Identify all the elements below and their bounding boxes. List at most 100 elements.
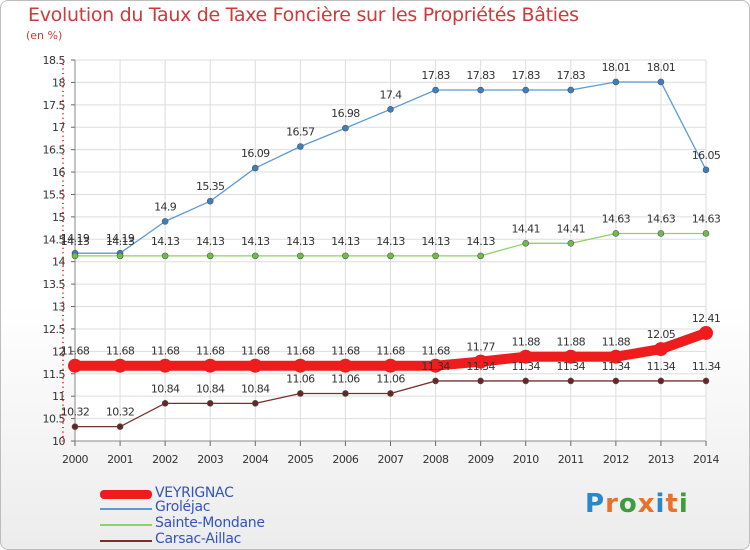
data-label-sainte-mondane: 14.13 — [196, 235, 225, 248]
data-point-grol-jac — [657, 78, 665, 86]
x-tick-label: 2007 — [378, 453, 404, 466]
data-point-sainte-mondane — [342, 252, 349, 260]
data-point-grol-jac — [251, 164, 259, 172]
data-label-sainte-mondane: 14.41 — [511, 222, 540, 235]
data-label-sainte-mondane: 14.63 — [647, 212, 676, 225]
data-point-carsac-aillac — [657, 377, 665, 385]
data-point-sainte-mondane — [161, 252, 169, 260]
x-tick-label: 2003 — [197, 453, 223, 466]
data-point-veyrignac — [428, 358, 443, 373]
data-label-veyrignac: 11.88 — [511, 336, 540, 349]
data-label-grol-jac: 15.35 — [196, 180, 225, 193]
data-point-carsac-aillac — [342, 390, 349, 397]
legend-swatch-sainte-mondane — [100, 524, 152, 526]
data-label-grol-jac: 14.9 — [154, 200, 177, 213]
data-point-grol-jac — [702, 166, 710, 174]
data-label-grol-jac: 17.83 — [421, 69, 450, 82]
data-label-grol-jac: 18.01 — [602, 61, 631, 74]
proxiti-logo: Proxiti — [585, 489, 689, 519]
data-point-veyrignac — [158, 358, 173, 373]
data-label-carsac-aillac: 10.84 — [241, 382, 270, 395]
data-label-sainte-mondane: 14.13 — [376, 235, 405, 248]
y-tick-label: 10 — [52, 435, 65, 448]
data-label-grol-jac: 16.57 — [286, 126, 315, 139]
y-tick-label: 17.5 — [43, 99, 66, 112]
data-label-carsac-aillac: 10.32 — [61, 406, 90, 419]
data-point-carsac-aillac — [567, 377, 575, 385]
logo-letter: o — [618, 489, 638, 519]
data-point-carsac-aillac — [432, 377, 439, 385]
data-label-sainte-mondane: 14.13 — [61, 235, 90, 248]
y-tick-label: 13.5 — [43, 278, 66, 291]
legend-swatch-grolejac — [100, 508, 152, 510]
chart-title: Evolution du Taux de Taxe Foncière sur l… — [28, 4, 579, 26]
data-point-carsac-aillac — [251, 400, 259, 407]
data-label-grol-jac: 16.05 — [692, 149, 721, 162]
data-label-carsac-aillac: 11.34 — [692, 360, 721, 373]
data-label-carsac-aillac: 11.06 — [331, 372, 360, 385]
data-point-veyrignac — [699, 325, 713, 340]
data-point-sainte-mondane — [432, 252, 439, 260]
data-label-sainte-mondane: 14.13 — [106, 235, 135, 248]
legend-label-carsac-aillac: Carsac-Aillac — [155, 531, 242, 547]
y-tick-label: 12.5 — [43, 323, 66, 336]
y-tick-label: 16.5 — [43, 144, 66, 157]
chart-subtitle: (en %) — [26, 29, 63, 42]
data-label-veyrignac: 11.68 — [196, 345, 225, 358]
data-label-grol-jac: 17.83 — [511, 69, 540, 82]
data-point-sainte-mondane — [297, 252, 304, 260]
data-point-grol-jac — [297, 143, 304, 150]
data-label-grol-jac: 16.98 — [331, 107, 360, 120]
data-point-grol-jac — [206, 197, 214, 205]
data-label-veyrignac: 11.68 — [331, 345, 360, 358]
data-point-grol-jac — [522, 86, 530, 94]
data-label-carsac-aillac: 10.32 — [106, 406, 135, 419]
data-label-sainte-mondane: 14.63 — [602, 212, 631, 225]
data-point-grol-jac — [567, 86, 575, 94]
data-label-sainte-mondane: 14.41 — [557, 222, 586, 235]
data-label-veyrignac: 11.68 — [241, 345, 270, 358]
data-label-grol-jac: 14.19 — [106, 232, 135, 245]
y-tick-label: 18.5 — [43, 54, 66, 67]
data-label-grol-jac: 16.09 — [241, 147, 270, 160]
x-tick-label: 2013 — [648, 453, 674, 466]
data-point-sainte-mondane — [251, 252, 259, 260]
data-point-carsac-aillac — [387, 390, 394, 397]
data-label-sainte-mondane: 14.13 — [241, 235, 270, 248]
data-label-grol-jac: 17.83 — [466, 69, 495, 82]
data-point-sainte-mondane — [71, 252, 79, 260]
data-point-carsac-aillac — [522, 377, 530, 385]
x-tick-label: 2005 — [287, 453, 313, 466]
x-tick-label: 2000 — [62, 453, 88, 466]
data-point-sainte-mondane — [567, 240, 575, 247]
data-point-veyrignac — [518, 349, 533, 364]
data-label-carsac-aillac: 10.84 — [151, 382, 180, 395]
y-tick-label: 13 — [52, 301, 65, 314]
logo-letter: x — [637, 489, 656, 519]
data-point-veyrignac — [293, 358, 308, 373]
data-point-grol-jac — [161, 218, 169, 225]
y-tick-label: 17 — [52, 121, 65, 134]
data-point-sainte-mondane — [387, 252, 394, 260]
data-label-sainte-mondane: 14.13 — [421, 235, 450, 248]
x-tick-label: 2001 — [107, 453, 133, 466]
data-point-sainte-mondane — [116, 252, 124, 260]
legend-label-grolejac: Groléjac — [155, 499, 211, 515]
y-tick-label: 15 — [52, 211, 65, 224]
data-point-veyrignac — [248, 358, 263, 373]
x-tick-label: 2010 — [513, 453, 539, 466]
data-point-carsac-aillac — [161, 400, 169, 407]
logo-letter: t — [665, 489, 679, 519]
data-point-veyrignac — [68, 358, 82, 373]
data-point-sainte-mondane — [206, 252, 214, 260]
logo-letter: r — [605, 489, 619, 519]
legend-label-sainte-mondane: Sainte-Mondane — [155, 515, 265, 531]
x-tick-label: 2006 — [332, 453, 358, 466]
data-label-carsac-aillac: 11.34 — [557, 360, 586, 373]
data-point-grol-jac — [387, 106, 394, 113]
x-tick-label: 2011 — [558, 453, 584, 466]
x-tick-label: 2008 — [423, 453, 449, 466]
data-label-sainte-mondane: 14.13 — [331, 235, 360, 248]
data-label-carsac-aillac: 11.34 — [511, 360, 540, 373]
